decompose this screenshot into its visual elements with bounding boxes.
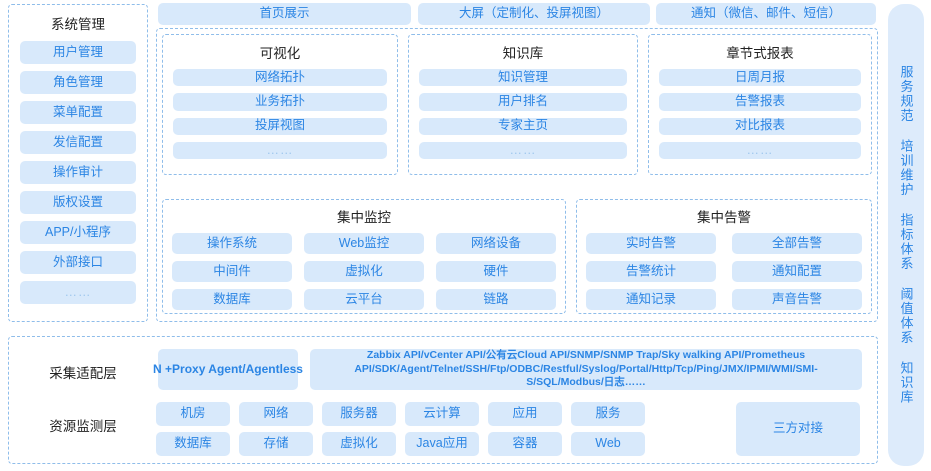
resource-monitoring-grid: 机房 网络 服务器 云计算 应用 服务 数据库 存储 虚拟化 Java应用 容器… bbox=[156, 402, 728, 458]
resource-item-web[interactable]: Web bbox=[571, 432, 645, 456]
top-tabs: 首页展示 大屏（定制化、投屏视图） 通知（微信、邮件、短信） bbox=[156, 3, 878, 25]
resource-item-service[interactable]: 服务 bbox=[571, 402, 645, 426]
alarm-item-sound-alarm[interactable]: 声音告警 bbox=[732, 289, 862, 310]
tab-large-screen[interactable]: 大屏（定制化、投屏视图） bbox=[418, 3, 650, 25]
tab-notification[interactable]: 通知（微信、邮件、短信） bbox=[656, 3, 876, 25]
knowledge-base-panel: 知识库 知识管理 用户排名 专家主页 …… bbox=[408, 34, 638, 175]
resource-grid-spacer bbox=[654, 402, 728, 426]
system-management-panel: 系统管理 用户管理 角色管理 菜单配置 发信配置 操作审计 版权设置 APP/小… bbox=[8, 4, 148, 322]
knowledge-item-user-ranking[interactable]: 用户排名 bbox=[419, 93, 627, 111]
alarm-item-notification-config[interactable]: 通知配置 bbox=[732, 261, 862, 282]
collect-layer-label: 采集适配层 bbox=[49, 366, 117, 381]
third-party-integration-box[interactable]: 三方对接 bbox=[736, 402, 860, 456]
report-item-alarm-report[interactable]: 告警报表 bbox=[659, 93, 861, 111]
rail-item-knowledge-base[interactable]: 知识库 bbox=[898, 361, 914, 405]
rail-item-training-maintenance[interactable]: 培训维护 bbox=[898, 139, 914, 198]
sidebar-item-operation-audit[interactable]: 操作审计 bbox=[20, 161, 136, 184]
main-application-layer-box bbox=[156, 28, 878, 322]
monitor-item-link[interactable]: 链路 bbox=[436, 289, 556, 310]
system-management-title: 系统管理 bbox=[51, 17, 105, 32]
knowledge-item-more[interactable]: …… bbox=[419, 141, 627, 159]
sidebar-item-user-management[interactable]: 用户管理 bbox=[20, 41, 136, 64]
resource-item-database[interactable]: 数据库 bbox=[156, 432, 230, 456]
knowledge-base-title: 知识库 bbox=[502, 46, 544, 61]
sidebar-item-role-management[interactable]: 角色管理 bbox=[20, 71, 136, 94]
tab-home-display[interactable]: 首页展示 bbox=[158, 3, 411, 25]
nproxy-agent-box[interactable]: N +Proxy Agent/Agentless bbox=[153, 349, 303, 390]
sidebar-item-menu-config[interactable]: 菜单配置 bbox=[20, 101, 136, 124]
alarm-item-notification-record[interactable]: 通知记录 bbox=[586, 289, 716, 310]
monitor-item-network-device[interactable]: 网络设备 bbox=[436, 233, 556, 254]
visualization-item-more[interactable]: …… bbox=[173, 141, 387, 159]
right-rail: 服务规范 培训维护 指标体系 阈值体系 知识库 bbox=[888, 4, 924, 466]
central-alarm-title: 集中告警 bbox=[697, 210, 751, 225]
report-item-more[interactable]: …… bbox=[659, 141, 861, 159]
monitor-item-middleware[interactable]: 中间件 bbox=[172, 261, 292, 282]
monitor-item-operating-system[interactable]: 操作系统 bbox=[172, 233, 292, 254]
monitor-item-web-monitoring[interactable]: Web监控 bbox=[304, 233, 424, 254]
sidebar-item-app-miniprogram[interactable]: APP/小程序 bbox=[20, 221, 136, 244]
sidebar-item-copyright-settings[interactable]: 版权设置 bbox=[20, 191, 136, 214]
central-monitoring-grid: 操作系统 Web监控 网络设备 中间件 虚拟化 硬件 数据库 云平台 链路 bbox=[172, 233, 556, 310]
visualization-item-screen-view[interactable]: 投屏视图 bbox=[173, 117, 387, 135]
resource-item-storage[interactable]: 存储 bbox=[239, 432, 313, 456]
knowledge-item-expert-homepage[interactable]: 专家主页 bbox=[419, 117, 627, 135]
resource-layer-label: 资源监测层 bbox=[49, 419, 117, 434]
resource-item-virtualization[interactable]: 虚拟化 bbox=[322, 432, 396, 456]
monitor-item-virtualization[interactable]: 虚拟化 bbox=[304, 261, 424, 282]
report-title: 章节式报表 bbox=[726, 46, 794, 61]
resource-item-server[interactable]: 服务器 bbox=[322, 402, 396, 426]
alarm-item-alarm-statistics[interactable]: 告警统计 bbox=[586, 261, 716, 282]
central-monitoring-panel: 集中监控 操作系统 Web监控 网络设备 中间件 虚拟化 硬件 数据库 云平台 … bbox=[162, 199, 566, 314]
central-alarm-grid: 实时告警 全部告警 告警统计 通知配置 通知记录 声音告警 bbox=[586, 233, 862, 310]
rail-item-metric-system[interactable]: 指标体系 bbox=[898, 213, 914, 272]
report-item-comparison-report[interactable]: 对比报表 bbox=[659, 117, 861, 135]
visualization-panel: 可视化 网络拓扑 业务拓扑 投屏视图 …… bbox=[162, 34, 398, 175]
rail-item-threshold-system[interactable]: 阈值体系 bbox=[898, 287, 914, 346]
rail-item-service-standard[interactable]: 服务规范 bbox=[898, 65, 914, 124]
resource-item-application[interactable]: 应用 bbox=[488, 402, 562, 426]
central-monitoring-title: 集中监控 bbox=[337, 210, 391, 225]
sidebar-item-external-interface[interactable]: 外部接口 bbox=[20, 251, 136, 274]
central-alarm-panel: 集中告警 实时告警 全部告警 告警统计 通知配置 通知记录 声音告警 bbox=[576, 199, 872, 314]
protocol-api-list: Zabbix API/vCenter API/公有云Cloud API/SNMP… bbox=[310, 349, 862, 390]
sidebar-item-mail-config[interactable]: 发信配置 bbox=[20, 131, 136, 154]
resource-grid-spacer-2 bbox=[654, 432, 728, 456]
monitor-item-database[interactable]: 数据库 bbox=[172, 289, 292, 310]
alarm-item-realtime-alarm[interactable]: 实时告警 bbox=[586, 233, 716, 254]
visualization-title: 可视化 bbox=[259, 46, 301, 61]
resource-item-cloud-computing[interactable]: 云计算 bbox=[405, 402, 479, 426]
report-panel: 章节式报表 日周月报 告警报表 对比报表 …… bbox=[648, 34, 872, 175]
knowledge-item-knowledge-management[interactable]: 知识管理 bbox=[419, 69, 627, 87]
sidebar-item-more[interactable]: …… bbox=[20, 281, 136, 304]
resource-item-java-application[interactable]: Java应用 bbox=[405, 432, 479, 456]
resource-item-network[interactable]: 网络 bbox=[239, 402, 313, 426]
resource-item-data-center[interactable]: 机房 bbox=[156, 402, 230, 426]
monitor-item-cloud-platform[interactable]: 云平台 bbox=[304, 289, 424, 310]
resource-item-container[interactable]: 容器 bbox=[488, 432, 562, 456]
alarm-item-all-alarm[interactable]: 全部告警 bbox=[732, 233, 862, 254]
visualization-item-network-topology[interactable]: 网络拓扑 bbox=[173, 69, 387, 87]
visualization-item-business-topology[interactable]: 业务拓扑 bbox=[173, 93, 387, 111]
monitor-item-hardware[interactable]: 硬件 bbox=[436, 261, 556, 282]
report-item-daily-weekly-monthly[interactable]: 日周月报 bbox=[659, 69, 861, 87]
